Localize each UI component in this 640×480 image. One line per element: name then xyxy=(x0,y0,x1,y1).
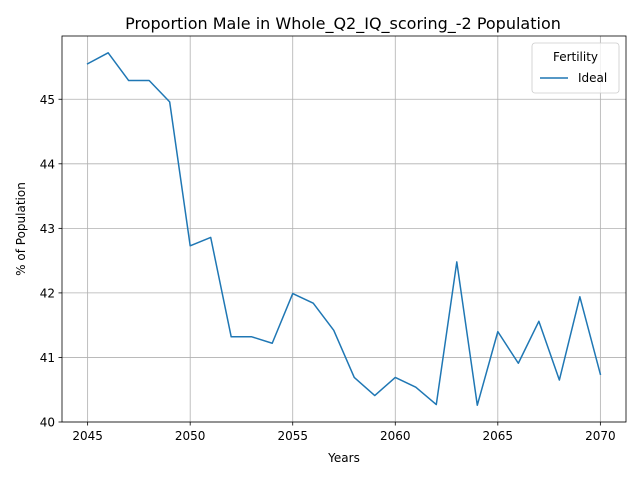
y-tick-label: 40 xyxy=(40,416,55,430)
legend-box xyxy=(531,42,620,94)
x-axis-label: Years xyxy=(327,451,360,465)
x-tick-label: 2045 xyxy=(72,429,103,443)
x-tick-label: 2060 xyxy=(380,429,411,443)
y-axis-ticks: 40 41 42 43 44 45 xyxy=(40,93,62,430)
plot-frame xyxy=(61,35,627,423)
series-line-ideal xyxy=(86,52,602,406)
x-tick-label: 2050 xyxy=(175,429,206,443)
y-tick-label: 41 xyxy=(40,351,55,365)
x-tick-label: 2065 xyxy=(483,429,514,443)
legend: Fertility Ideal xyxy=(531,42,620,94)
y-tick-label: 43 xyxy=(40,222,55,236)
y-tick-label: 45 xyxy=(40,93,55,107)
grid-lines xyxy=(62,36,626,423)
y-tick-label: 42 xyxy=(40,286,55,300)
legend-title: Fertility xyxy=(553,50,598,64)
y-tick-label: 44 xyxy=(40,157,55,171)
y-axis-label: % of Population xyxy=(14,182,28,276)
x-tick-label: 2070 xyxy=(585,429,616,443)
legend-label-ideal: Ideal xyxy=(578,71,607,85)
chart-title: Proportion Male in Whole_Q2_IQ_scoring_-… xyxy=(125,14,561,34)
series-layer xyxy=(86,52,602,406)
x-axis-ticks: 2045 2050 2055 2060 2065 2070 xyxy=(72,422,616,443)
x-tick-label: 2055 xyxy=(277,429,308,443)
